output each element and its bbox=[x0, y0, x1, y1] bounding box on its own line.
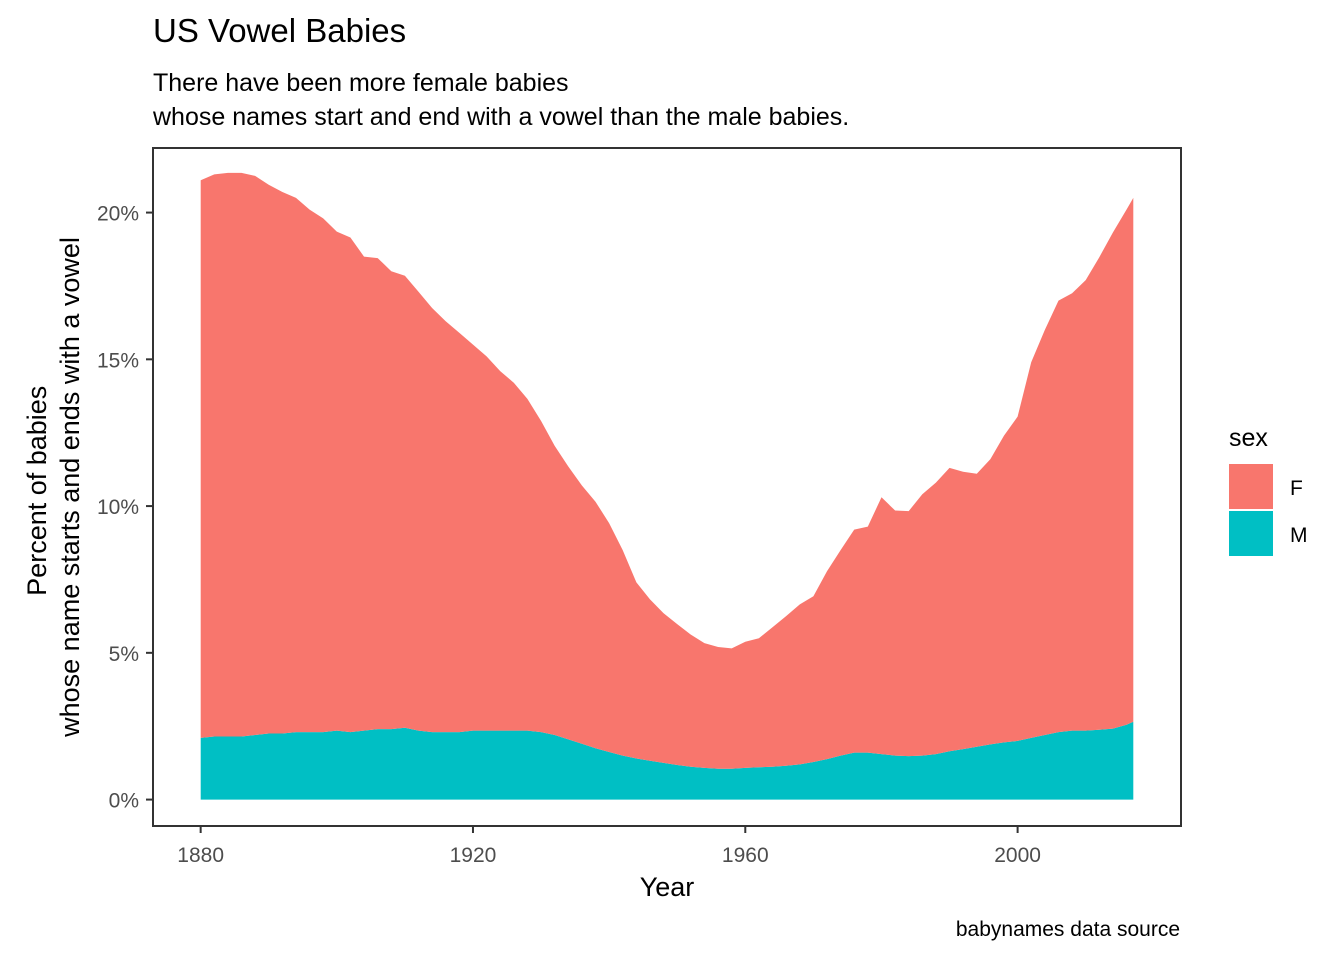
area-layer bbox=[200, 172, 1134, 800]
y-tick-label: 15% bbox=[97, 349, 139, 372]
area-series-M bbox=[200, 721, 1134, 800]
legend-key-F bbox=[1229, 464, 1273, 509]
x-tick-label: 1960 bbox=[722, 844, 769, 867]
y-axis-title-line-2: whose name starts and ends with a vowel bbox=[55, 237, 85, 738]
chart-subtitle: There have been more female babies whose… bbox=[153, 66, 849, 134]
chart-caption: babynames data source bbox=[955, 918, 1180, 941]
y-tick-label: 20% bbox=[97, 203, 139, 226]
subtitle-line-2: whose names start and end with a vowel t… bbox=[153, 103, 850, 131]
y-tick-label: 10% bbox=[97, 496, 139, 519]
chart-title: US Vowel Babies bbox=[153, 12, 407, 49]
x-tick-label: 1920 bbox=[450, 844, 497, 867]
legend: sex F M bbox=[1229, 424, 1308, 556]
legend-label-F: F bbox=[1290, 477, 1303, 500]
y-tick-label: 0% bbox=[109, 790, 139, 813]
area-series-F bbox=[200, 172, 1134, 769]
x-tick-label: 2000 bbox=[994, 844, 1041, 867]
y-axis-title: Percent of babies whose name starts and … bbox=[22, 237, 85, 738]
panel-border bbox=[152, 147, 1182, 827]
legend-title: sex bbox=[1229, 424, 1268, 452]
subtitle-line-1: There have been more female babies bbox=[153, 69, 569, 97]
legend-label-M: M bbox=[1290, 524, 1308, 547]
legend-key-M bbox=[1229, 511, 1273, 556]
x-tick-label: 1880 bbox=[177, 844, 224, 867]
y-tick-label: 5% bbox=[109, 643, 139, 666]
y-axis: 0% 5% 10% 15% 20% bbox=[97, 203, 153, 813]
y-axis-title-line-1: Percent of babies bbox=[22, 386, 52, 596]
x-axis-title: Year bbox=[640, 872, 695, 902]
x-axis: 1880 1920 1960 2000 bbox=[177, 826, 1041, 867]
